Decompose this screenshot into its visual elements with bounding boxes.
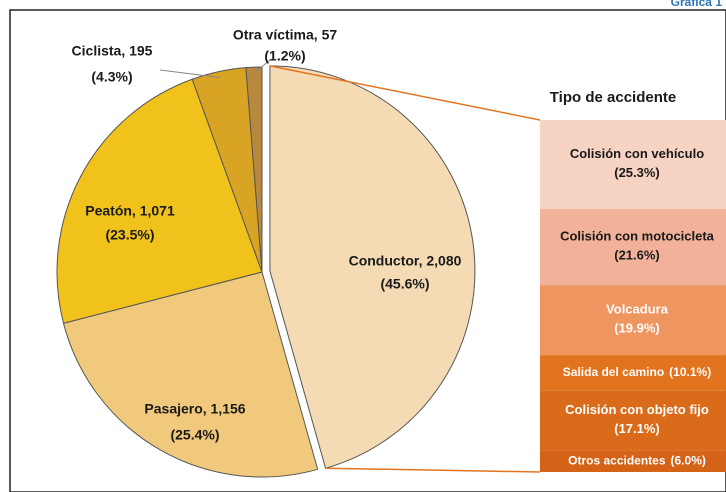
breakdown-value: (17.1%): [614, 421, 660, 436]
leader-line: [253, 59, 271, 74]
slice-percent: (25.4%): [170, 427, 219, 443]
breakdown-segment: [540, 390, 726, 451]
leader-line: [159, 69, 221, 78]
slice-percent: (23.5%): [105, 227, 154, 243]
breakdown-value: (10.1%): [669, 365, 711, 379]
breakdown-label: Salida del camino (10.1%): [563, 365, 711, 379]
breakdown-label: Colisión con objeto fijo: [565, 402, 709, 417]
breakdown-value: (6.0%): [671, 454, 706, 468]
slice-label: Pasajero, 1,156: [144, 401, 245, 417]
breakdown-label: Colisión con vehículo: [570, 146, 704, 161]
breakdown-category: Otros accidentes: [568, 454, 666, 468]
slice-percent: (4.3%): [91, 69, 132, 85]
breakdown-value: (25.3%): [614, 165, 660, 180]
note: Gráfica 1: [671, 0, 723, 9]
slice-label: Conductor, 2,080: [349, 253, 462, 269]
breakdown-segment: [540, 120, 726, 210]
breakdown-segment: [540, 209, 726, 286]
slice-percent: (45.6%): [380, 276, 429, 292]
breakdown-segment: [540, 450, 726, 472]
connector: [325, 467, 541, 473]
pie-slice: [62, 271, 319, 478]
slice-label: Otra víctima, 57: [233, 27, 337, 43]
pie-slice: [56, 78, 263, 324]
breakdown-value: (21.6%): [614, 248, 660, 263]
breakdown-value: (19.9%): [614, 321, 660, 336]
breakdown-label: Colisión con motocicleta: [560, 229, 715, 244]
breakdown-segment: [540, 285, 726, 356]
slice-label: Ciclista, 195: [72, 43, 153, 59]
breakdown-label: Volcadura: [606, 302, 669, 317]
slice-label: Peatón, 1,071: [85, 203, 175, 219]
breakdown-title: Tipo de accidente: [550, 89, 676, 106]
breakdown-label: Otros accidentes (6.0%): [568, 454, 706, 468]
breakdown-category: Salida del camino: [563, 365, 664, 379]
breakdown-segment: [540, 355, 726, 391]
slice-percent: (1.2%): [264, 48, 305, 64]
connector: [269, 65, 541, 121]
